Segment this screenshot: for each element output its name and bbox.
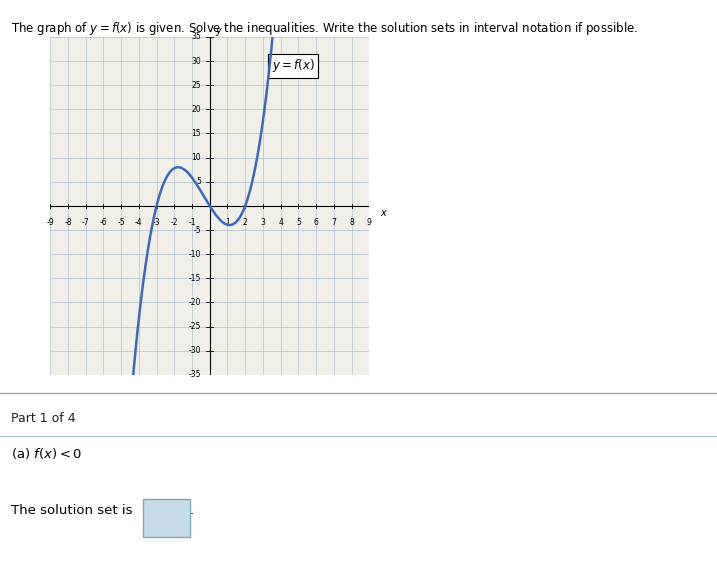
Text: 7: 7: [331, 218, 336, 227]
Text: 20: 20: [191, 105, 201, 114]
Text: 6: 6: [313, 218, 318, 227]
Text: -2: -2: [171, 218, 178, 227]
Text: -30: -30: [189, 346, 201, 355]
Text: -15: -15: [189, 274, 201, 283]
Text: -6: -6: [100, 218, 107, 227]
Text: -20: -20: [189, 298, 201, 307]
Text: -5: -5: [118, 218, 125, 227]
Text: -8: -8: [64, 218, 72, 227]
Text: -3: -3: [153, 218, 161, 227]
Text: -9: -9: [47, 218, 54, 227]
Text: The graph of $y=f(x)$ is given. Solve the inequalities. Write the solution sets : The graph of $y=f(x)$ is given. Solve th…: [11, 20, 637, 37]
Text: 25: 25: [191, 81, 201, 90]
Text: -1: -1: [189, 218, 196, 227]
Text: 10: 10: [191, 153, 201, 162]
Text: $y$: $y$: [215, 26, 223, 38]
Text: 8: 8: [349, 218, 354, 227]
Text: .: .: [190, 504, 194, 516]
FancyBboxPatch shape: [143, 499, 190, 537]
Text: -25: -25: [189, 322, 201, 331]
Text: 4: 4: [278, 218, 283, 227]
Text: -10: -10: [189, 250, 201, 258]
Text: 3: 3: [260, 218, 265, 227]
Text: $x$: $x$: [380, 208, 388, 218]
Text: -35: -35: [189, 370, 201, 379]
Text: -7: -7: [82, 218, 90, 227]
Text: 9: 9: [367, 218, 371, 227]
Text: 15: 15: [191, 129, 201, 138]
Text: 1: 1: [225, 218, 230, 227]
Text: The solution set is: The solution set is: [11, 504, 132, 516]
Text: -5: -5: [194, 225, 201, 235]
Text: 2: 2: [243, 218, 247, 227]
Text: 35: 35: [191, 32, 201, 41]
Text: 30: 30: [191, 57, 201, 65]
Text: Part 1 of 4: Part 1 of 4: [11, 412, 75, 425]
Text: -4: -4: [135, 218, 143, 227]
Text: 5: 5: [296, 218, 301, 227]
Text: (a) $f(x) < 0$: (a) $f(x) < 0$: [11, 446, 82, 461]
Text: 5: 5: [196, 177, 201, 186]
Text: $y = f(x)$: $y = f(x)$: [272, 57, 315, 74]
